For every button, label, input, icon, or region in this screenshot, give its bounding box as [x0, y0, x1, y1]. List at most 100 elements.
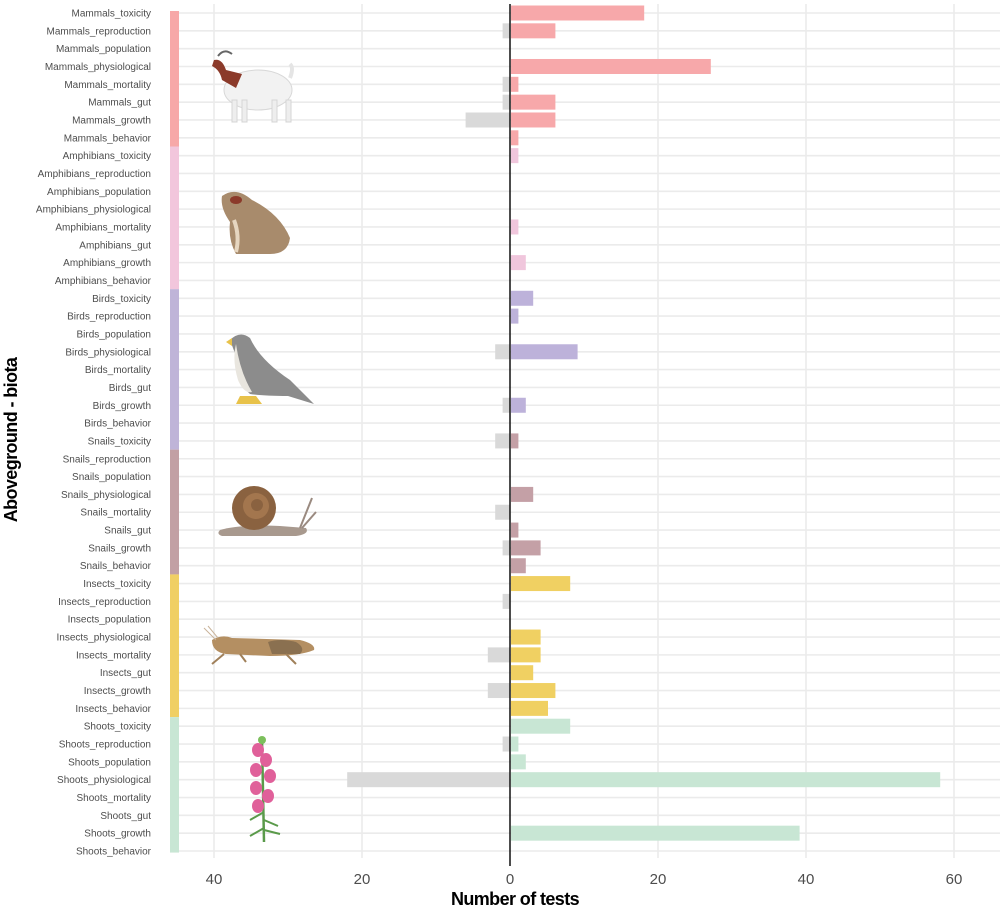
bar-positive-amphibians_toxicity	[511, 148, 519, 164]
x-tick-label: 60	[946, 871, 963, 888]
bar-positive-mammals_physiological	[511, 58, 711, 74]
bar-negative-shoots_reproduction	[502, 736, 510, 752]
bar-positive-snails_gut	[511, 522, 519, 538]
category-label: Shoots_toxicity	[84, 722, 151, 733]
group-color-strip	[170, 11, 179, 853]
bar-positive-mammals_gut	[511, 94, 556, 110]
category-label: Snails_gut	[104, 526, 151, 537]
category-label: Snails_mortality	[80, 508, 151, 519]
bar-negative-shoots_physiological	[347, 772, 510, 788]
category-label: Birds_population	[77, 329, 152, 340]
bar-positive-mammals_toxicity	[511, 5, 645, 21]
category-label: Insects_reproduction	[58, 597, 151, 608]
bars	[347, 5, 941, 841]
bar-negative-birds_physiological	[495, 344, 510, 360]
bar-positive-birds_growth	[511, 397, 526, 413]
bar-negative-mammals_reproduction	[502, 23, 510, 39]
bar-positive-mammals_mortality	[511, 76, 519, 92]
bar-negative-mammals_growth	[465, 112, 510, 128]
category-label: Shoots_reproduction	[59, 740, 151, 751]
category-label: Mammals_physiological	[45, 62, 151, 73]
category-label: Birds_behavior	[84, 419, 151, 430]
strip-snails	[170, 449, 179, 575]
category-label: Shoots_gut	[100, 811, 151, 822]
bar-negative-snails_mortality	[495, 504, 510, 520]
category-label: Amphibians_growth	[63, 258, 151, 269]
bar-positive-snails_growth	[511, 540, 541, 556]
category-label: Insects_toxicity	[83, 579, 151, 590]
bar-positive-snails_behavior	[511, 558, 526, 574]
strip-birds	[170, 289, 179, 450]
category-label: Insects_behavior	[75, 704, 151, 715]
bar-positive-birds_physiological	[511, 344, 578, 360]
category-label: Insects_physiological	[57, 633, 152, 644]
bar-positive-snails_physiological	[511, 486, 534, 502]
x-tick-label: 40	[206, 871, 223, 888]
category-label: Shoots_population	[68, 757, 151, 768]
category-label: Amphibians_mortality	[55, 222, 151, 233]
strip-shoots	[170, 717, 179, 853]
category-label: Insects_growth	[84, 686, 151, 697]
category-labels: Mammals_toxicity Mammals_reproduction Mamm…	[36, 9, 152, 858]
category-label: Snails_behavior	[80, 561, 152, 572]
bar-negative-insects_reproduction	[502, 593, 510, 609]
category-label: Insects_mortality	[76, 650, 151, 661]
bar-negative-snails_toxicity	[495, 433, 510, 449]
bar-positive-amphibians_growth	[511, 255, 526, 271]
category-label: Insects_gut	[100, 668, 151, 679]
category-label: Snails_reproduction	[63, 454, 151, 465]
category-label: Birds_toxicity	[92, 294, 151, 305]
category-label: Snails_population	[72, 472, 151, 483]
bar-positive-shoots_physiological	[511, 772, 941, 788]
category-label: Shoots_mortality	[77, 793, 151, 804]
x-tick-label: 0	[506, 871, 514, 888]
bar-positive-mammals_behavior	[511, 130, 519, 146]
frog-illustration	[221, 191, 290, 254]
bar-positive-birds_toxicity	[511, 290, 534, 306]
category-label: Shoots_growth	[84, 829, 151, 840]
bar-positive-shoots_population	[511, 754, 526, 770]
bar-negative-mammals_mortality	[502, 76, 510, 92]
category-label: Birds_gut	[109, 383, 151, 394]
bar-positive-insects_mortality	[511, 647, 541, 663]
category-label: Amphibians_physiological	[36, 205, 151, 216]
x-tick-label: 20	[650, 871, 667, 888]
category-label: Amphibians_toxicity	[63, 151, 151, 162]
strip-insects	[170, 574, 179, 718]
bar-positive-mammals_growth	[511, 112, 556, 128]
group-illustrations	[203, 50, 317, 843]
bar-positive-insects_toxicity	[511, 576, 571, 592]
bar-positive-insects_physiological	[511, 629, 541, 645]
bar-positive-amphibians_mortality	[511, 219, 519, 235]
category-label: Amphibians_population	[47, 187, 151, 198]
goat-illustration	[212, 50, 294, 123]
category-label: Insects_population	[68, 615, 151, 626]
category-label: Mammals_reproduction	[47, 26, 152, 37]
bar-positive-mammals_reproduction	[511, 23, 556, 39]
bar-positive-insects_gut	[511, 665, 534, 681]
falcon-illustration	[226, 334, 314, 404]
grid	[170, 4, 1000, 858]
category-label: Birds_reproduction	[67, 312, 151, 323]
category-label: Snails_growth	[88, 543, 151, 554]
y-axis-title: Aboveground - biota	[1, 356, 21, 522]
category-label: Mammals_population	[56, 44, 151, 55]
category-label: Shoots_behavior	[76, 847, 152, 858]
bar-positive-insects_growth	[511, 683, 556, 699]
x-axis-title: Number of tests	[451, 889, 580, 909]
strip-amphibians	[170, 146, 179, 290]
strip-mammals	[170, 11, 179, 147]
snapdragon-plant-illustration	[249, 736, 281, 843]
bar-positive-birds_reproduction	[511, 308, 519, 324]
category-label: Mammals_behavior	[64, 133, 152, 144]
bar-positive-shoots_reproduction	[511, 736, 519, 752]
bar-positive-snails_toxicity	[511, 433, 519, 449]
bar-negative-birds_growth	[502, 397, 510, 413]
bar-positive-shoots_growth	[511, 825, 800, 841]
category-label: Birds_mortality	[85, 365, 151, 376]
grasshopper-illustration	[203, 625, 315, 665]
category-label: Amphibians_reproduction	[38, 169, 151, 180]
category-label: Shoots_physiological	[57, 775, 151, 786]
category-label: Snails_physiological	[61, 490, 151, 501]
